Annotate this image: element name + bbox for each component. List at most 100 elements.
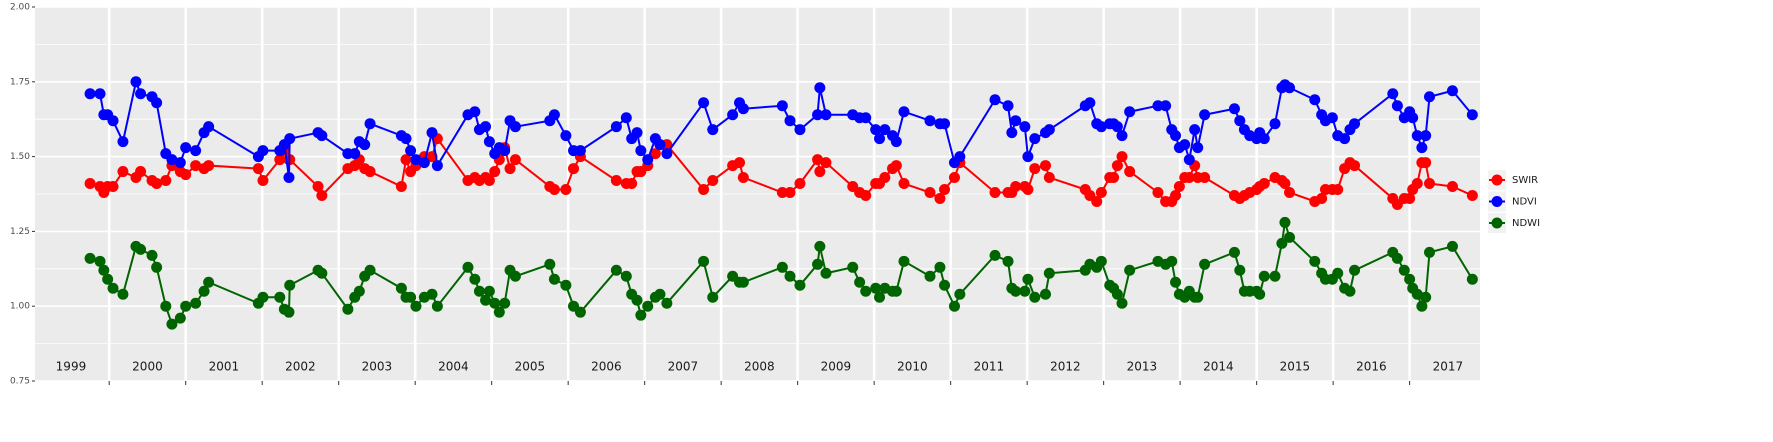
point (1029, 291, 1041, 303)
point (1276, 237, 1288, 249)
point (794, 279, 806, 291)
point (190, 160, 202, 172)
point (257, 145, 269, 157)
legend-label: NDVI (1512, 197, 1537, 208)
point (135, 243, 147, 255)
point (405, 291, 417, 303)
point (924, 270, 936, 282)
point (1332, 267, 1344, 279)
point (151, 178, 163, 190)
point (1040, 288, 1052, 300)
point (548, 273, 560, 285)
point (509, 270, 521, 282)
point (480, 294, 492, 306)
point (854, 276, 866, 288)
point (1124, 166, 1136, 178)
point (203, 160, 215, 172)
point (84, 88, 96, 100)
point (989, 187, 1001, 199)
point (349, 148, 361, 160)
year-label: 2011 (974, 360, 1005, 374)
point (180, 300, 192, 312)
point (1166, 255, 1178, 267)
point (480, 121, 492, 133)
point (1116, 297, 1128, 309)
point (1019, 285, 1031, 297)
point (151, 97, 163, 109)
point (737, 276, 749, 288)
point (190, 145, 202, 157)
year-label: 2012 (1050, 360, 1081, 374)
point (180, 169, 192, 181)
point (504, 163, 516, 175)
point (1152, 100, 1164, 112)
point (626, 178, 638, 190)
point (146, 249, 158, 261)
point (174, 312, 186, 324)
point (898, 178, 910, 190)
year-label: 2010 (897, 360, 928, 374)
point (642, 154, 654, 166)
point (1326, 112, 1338, 124)
point (737, 172, 749, 184)
point (1152, 187, 1164, 199)
point (1019, 121, 1031, 133)
point (784, 187, 796, 199)
point (631, 294, 643, 306)
point (117, 136, 129, 148)
point (1258, 178, 1270, 190)
point (499, 297, 511, 309)
point (1116, 130, 1128, 142)
point (776, 261, 788, 273)
point (635, 309, 647, 321)
point (812, 258, 824, 270)
point (874, 133, 886, 145)
point (1192, 291, 1204, 303)
point (620, 270, 632, 282)
point (1228, 246, 1240, 258)
point (874, 291, 886, 303)
point (890, 160, 902, 172)
year-label: 2013 (1127, 360, 1158, 374)
point (107, 282, 119, 294)
point (870, 282, 882, 294)
legend-label: NDWI (1512, 218, 1540, 229)
point (1170, 189, 1182, 201)
point (107, 115, 119, 127)
point (1108, 172, 1120, 184)
point (649, 148, 661, 160)
point (812, 154, 824, 166)
point (364, 264, 376, 276)
point (160, 300, 172, 312)
point (1170, 130, 1182, 142)
point (814, 82, 826, 94)
point (102, 273, 114, 285)
point (948, 300, 960, 312)
point (939, 184, 951, 196)
point (574, 306, 586, 318)
point (316, 130, 328, 142)
point (642, 300, 654, 312)
point (469, 106, 481, 118)
legend-label: SWIR (1512, 175, 1538, 186)
point (1183, 172, 1195, 184)
point (860, 285, 872, 297)
point (1183, 154, 1195, 166)
point (469, 273, 481, 285)
point (1309, 94, 1321, 106)
point (1091, 195, 1103, 207)
point (860, 112, 872, 124)
point (84, 252, 96, 264)
point (1387, 88, 1399, 100)
point (284, 133, 296, 145)
point (1116, 151, 1128, 163)
point (1420, 291, 1432, 303)
point (312, 181, 324, 193)
point (898, 106, 910, 118)
point (734, 157, 746, 169)
point (661, 297, 673, 309)
point (794, 124, 806, 136)
point (1284, 187, 1296, 199)
point (1170, 276, 1182, 288)
point (548, 184, 560, 196)
